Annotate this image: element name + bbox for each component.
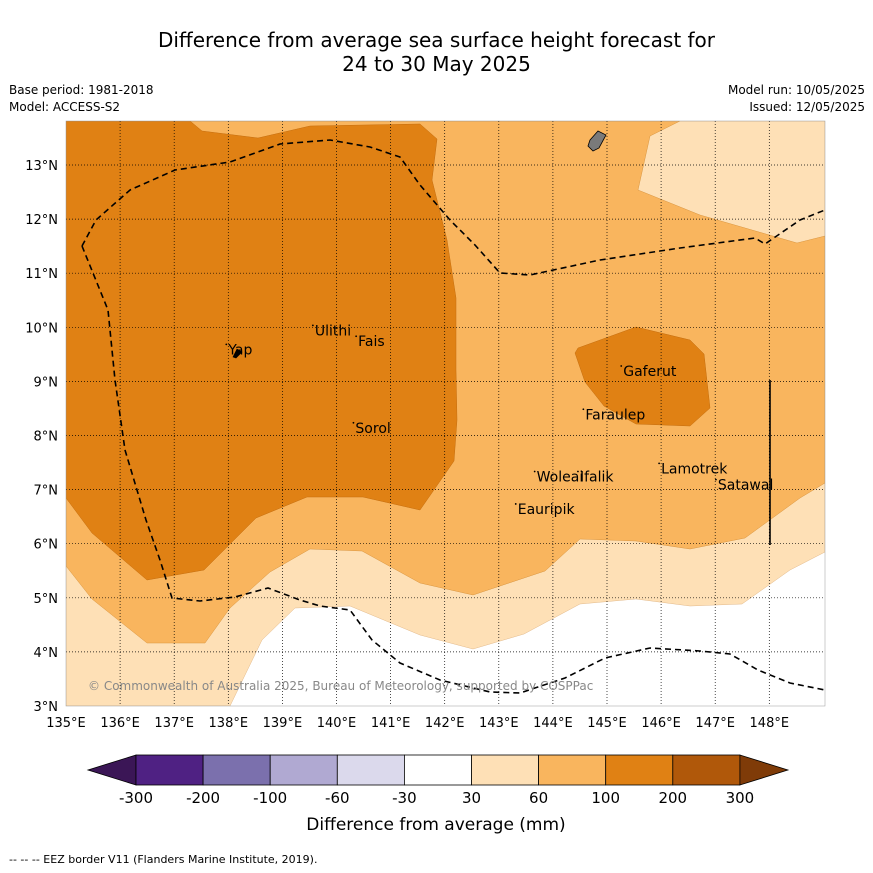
lat-tick-label: 10°N <box>25 321 58 336</box>
lat-tick-label: 12°N <box>25 213 58 228</box>
colorbar-tick-label: -30 <box>392 789 417 807</box>
colorbar-cell <box>336 754 405 786</box>
lat-tick-label: 7°N <box>34 484 59 499</box>
colorbar-tick-label: 60 <box>529 789 548 807</box>
island-marker <box>533 470 536 473</box>
lon-tick-label: 147°E <box>695 716 735 731</box>
island-marker <box>620 365 623 367</box>
island-marker <box>658 462 660 465</box>
colorbar: -300 -200 -100 -60 -30 30 60 100 200 300 Differen… <box>86 754 790 835</box>
colorbar-extend-high <box>739 754 790 786</box>
map-frame <box>65 120 826 707</box>
island-label: Ifalik <box>580 469 614 485</box>
lat-tick-label: 11°N <box>25 267 58 282</box>
lon-tick-label: 148°E <box>750 716 790 731</box>
colorbar-tick-label: 30 <box>462 789 481 807</box>
lat-tick-label: 8°N <box>34 430 59 445</box>
island-label: Sorol <box>355 421 390 437</box>
colorbar-cell <box>471 754 539 786</box>
lon-tick-label: 137°E <box>154 716 194 731</box>
colorbar-cell <box>538 754 607 786</box>
yap-island <box>232 348 243 359</box>
colorbar-extend-low <box>86 754 137 786</box>
title-line-2: 24 to 30 May 2025 <box>342 52 531 76</box>
model-run: Model run: 10/05/2025 <box>727 83 865 97</box>
island-label: Fais <box>358 334 385 350</box>
latitude-labels: 3°N 4°N 5°N 6°N 7°N 8°N 9°N 10°N 11°N 12°N 13°N <box>25 159 58 715</box>
island-label: Faraulep <box>585 407 645 423</box>
colorbar-cell <box>672 754 741 786</box>
meta-right: Model run: 10/05/2025 Issued: 12/05/2025 <box>728 82 865 116</box>
colorbar-tick-label: 100 <box>591 789 620 807</box>
colorbar-title: Difference from average (mm) <box>306 815 565 835</box>
colorbar-tick-label: 200 <box>658 789 687 807</box>
lat-tick-label: 13°N <box>25 159 58 174</box>
lat-tick-label: 5°N <box>34 592 59 607</box>
footnote-eez: -- -- -- EEZ border V11 (Flanders Marine… <box>9 853 318 866</box>
colorbar-tick-label: -300 <box>119 789 153 807</box>
island-marker <box>225 343 228 346</box>
lon-tick-label: 138°E <box>209 716 249 731</box>
colorbar-cells <box>86 754 790 786</box>
colorbar-cell <box>135 754 204 786</box>
eez-border-north <box>81 139 825 276</box>
eez-border-yap <box>81 245 825 694</box>
colorbar-cell <box>202 754 271 786</box>
colorbar-tick-label: 300 <box>726 789 755 807</box>
island-marker <box>582 408 585 411</box>
lat-tick-label: 9°N <box>34 375 59 390</box>
colorbar-tick-label: -200 <box>186 789 220 807</box>
island-marker <box>715 478 717 481</box>
island-marker <box>311 324 314 327</box>
lat-tick-label: 6°N <box>34 538 59 553</box>
lon-tick-label: 145°E <box>587 716 627 731</box>
issued-date: Issued: 12/05/2025 <box>749 100 865 114</box>
map-area: Yap Ulithi Fais Sorol Gaferut Faraulep WoleaiI… <box>66 121 825 706</box>
colorbar-cell <box>269 754 338 786</box>
lon-tick-label: 141°E <box>371 716 411 731</box>
lon-tick-label: 144°E <box>533 716 573 731</box>
band-100-200-patch <box>574 326 711 427</box>
island-marker <box>352 421 355 424</box>
model-name: Model: ACCESS-S2 <box>9 100 121 114</box>
copyright-text: © Commonwealth of Australia 2025, Bureau… <box>88 679 593 693</box>
meta-left: Base period: 1981-2018 Model: ACCESS-S2 <box>9 82 154 116</box>
colorbar-tick-labels: -300 -200 -100 -60 -30 30 60 100 200 300 <box>119 789 754 807</box>
base-period: Base period: 1981-2018 <box>9 83 154 97</box>
island-label: Satawal <box>718 478 773 494</box>
island-label: Ulithi <box>315 323 351 339</box>
map-title: Difference from average sea surface heig… <box>0 28 873 76</box>
lon-tick-label: 143°E <box>479 716 519 731</box>
lon-tick-label: 140°E <box>317 716 357 731</box>
colorbar-cell <box>605 754 674 786</box>
colorbar-cell <box>403 754 472 786</box>
island-label: Gaferut <box>623 364 677 380</box>
lon-tick-label: 136°E <box>100 716 140 731</box>
lon-tick-label: 135°E <box>46 716 86 731</box>
lon-tick-label: 139°E <box>263 716 303 731</box>
island-marker <box>355 335 358 338</box>
island-label: Lamotrek <box>661 461 728 477</box>
island-label: Eauripik <box>518 502 576 518</box>
colorbar-tick-label: -100 <box>253 789 287 807</box>
guam-island <box>587 130 607 152</box>
longitude-labels: 135°E 136°E 137°E 138°E 139°E 140°E 141°E 142°E… <box>46 716 789 731</box>
colorbar-tick-label: -60 <box>325 789 350 807</box>
island-marker <box>514 503 517 505</box>
island-label: Yap <box>227 342 252 358</box>
band-100-200 <box>66 121 458 581</box>
lat-tick-label: 3°N <box>34 700 59 715</box>
island-label: Woleai <box>537 469 584 485</box>
lat-tick-label: 4°N <box>34 646 59 661</box>
island-marker <box>577 470 579 473</box>
island-labels: Yap Ulithi Fais Sorol Gaferut Faraulep WoleaiI… <box>225 323 773 518</box>
title-line-1: Difference from average sea surface heig… <box>157 28 716 52</box>
lon-tick-label: 146°E <box>641 716 681 731</box>
graticule <box>66 121 825 706</box>
lon-tick-label: 142°E <box>425 716 465 731</box>
